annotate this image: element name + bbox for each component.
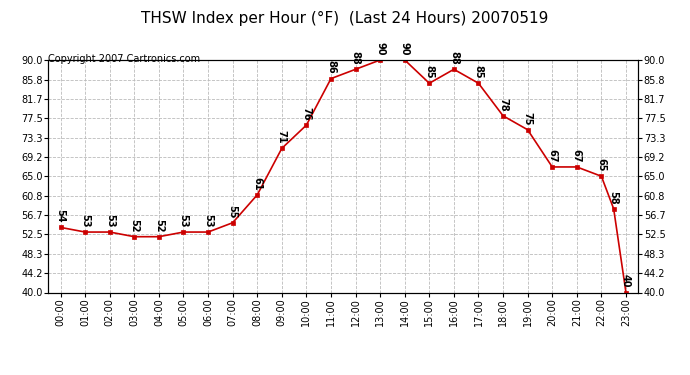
Text: 71: 71 xyxy=(277,130,287,144)
Text: 53: 53 xyxy=(80,214,90,227)
Text: 67: 67 xyxy=(572,149,582,162)
Text: 52: 52 xyxy=(154,219,164,232)
Text: 76: 76 xyxy=(302,107,311,120)
Text: 55: 55 xyxy=(228,205,237,218)
Text: 86: 86 xyxy=(326,60,336,74)
Text: 85: 85 xyxy=(473,65,484,79)
Text: 88: 88 xyxy=(351,51,361,64)
Text: THSW Index per Hour (°F)  (Last 24 Hours) 20070519: THSW Index per Hour (°F) (Last 24 Hours)… xyxy=(141,11,549,26)
Text: 90: 90 xyxy=(400,42,410,56)
Text: 90: 90 xyxy=(375,42,385,56)
Text: Copyright 2007 Cartronics.com: Copyright 2007 Cartronics.com xyxy=(48,54,200,64)
Text: 54: 54 xyxy=(56,209,66,223)
Text: 78: 78 xyxy=(498,98,508,111)
Text: 65: 65 xyxy=(596,158,607,172)
Text: 75: 75 xyxy=(522,112,533,125)
Text: 67: 67 xyxy=(547,149,558,162)
Text: 52: 52 xyxy=(129,219,139,232)
Text: 40: 40 xyxy=(621,274,631,288)
Text: 88: 88 xyxy=(449,51,459,64)
Text: 53: 53 xyxy=(203,214,213,227)
Text: 61: 61 xyxy=(253,177,262,190)
Text: 53: 53 xyxy=(105,214,115,227)
Text: 85: 85 xyxy=(424,65,434,79)
Text: 53: 53 xyxy=(179,214,188,227)
Text: 58: 58 xyxy=(609,190,619,204)
